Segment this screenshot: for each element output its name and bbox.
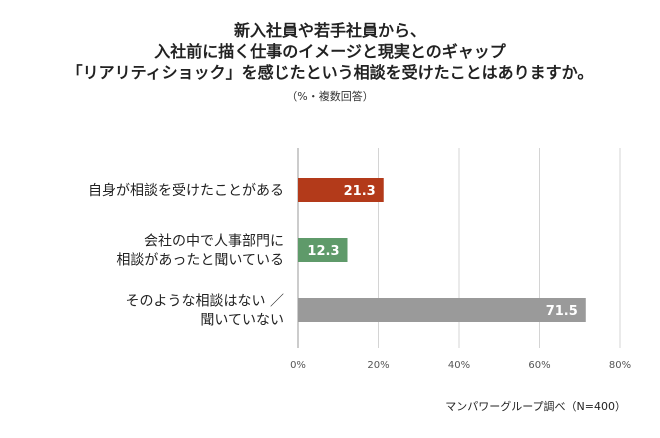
category-label: 自身が相談を受けたことがある <box>88 183 284 199</box>
bar-2 <box>298 298 586 322</box>
category-label: 会社の中で人事部門に <box>144 234 284 250</box>
category-label: 聞いていない <box>200 313 284 329</box>
category-label: 相談があったと聞いている <box>116 253 284 269</box>
x-tick-label: 60% <box>528 360 550 371</box>
data-label: 71.5 <box>546 304 578 319</box>
x-tick-label: 80% <box>609 360 631 371</box>
x-tick-label: 20% <box>367 360 389 371</box>
data-label: 12.3 <box>307 244 339 259</box>
chart-subtitle: （%・複数回答） <box>286 90 374 103</box>
bar-1 <box>298 238 348 262</box>
data-label: 21.3 <box>344 184 376 199</box>
chart-title: 新入社員や若手社員から、 入社前に描く仕事のイメージと現実とのギャップ 「リアリ… <box>0 20 660 83</box>
x-tick-label: 40% <box>448 360 470 371</box>
title-line-2: 入社前に描く仕事のイメージと現実とのギャップ <box>154 42 506 61</box>
title-line-3: 「リアリティショック」を感じたという相談を受けたことはありますか。 <box>66 63 594 82</box>
x-tick-label: 0% <box>290 360 306 371</box>
category-label: そのような相談はない ／ <box>126 294 284 310</box>
source-note: マンパワーグループ調べ（N=400） <box>445 400 626 413</box>
title-line-1: 新入社員や若手社員から、 <box>233 21 426 40</box>
bar-0 <box>298 178 384 202</box>
